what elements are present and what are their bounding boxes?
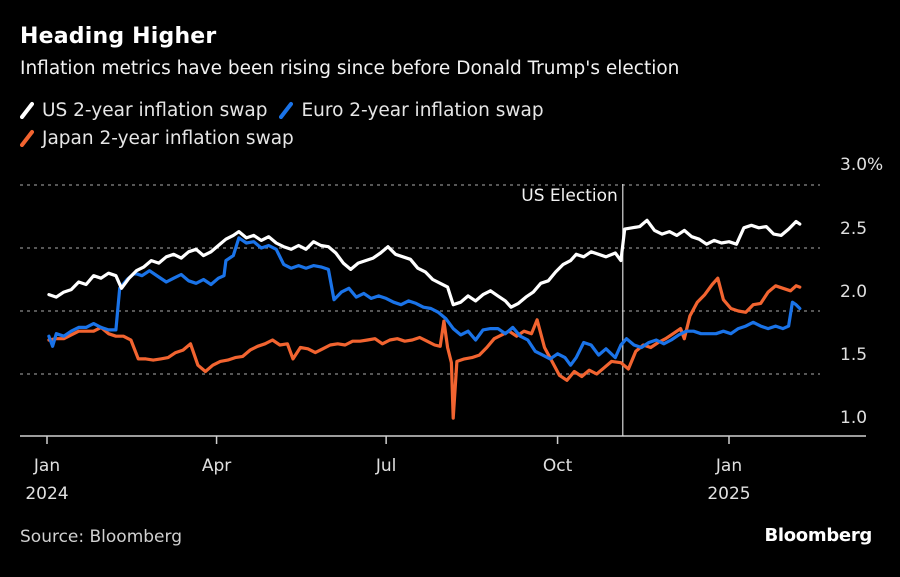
legend-label-us: US 2-year inflation swap	[42, 99, 268, 121]
gridlines	[20, 184, 820, 375]
legend-swatch-us-icon	[20, 102, 34, 119]
y-tick-label: 3.0%	[840, 155, 883, 175]
legend-swatch-japan-icon	[20, 130, 34, 147]
euro-series-line	[47, 236, 802, 367]
series-lines	[47, 218, 802, 420]
legend-label-euro: Euro 2-year inflation swap	[301, 99, 544, 121]
legend-label-japan: Japan 2-year inflation swap	[42, 127, 294, 149]
source-note: Source: Bloomberg	[20, 527, 182, 547]
legend-item-euro: Euro 2-year inflation swap	[279, 99, 544, 121]
chart-subtitle: Inflation metrics have been rising since…	[20, 58, 680, 79]
us-series-line	[47, 218, 802, 309]
legend: US 2-year inflation swap Euro 2-year inf…	[20, 96, 720, 152]
x-tick-label: Oct	[543, 456, 573, 476]
legend-swatch-euro-icon	[279, 102, 294, 119]
x-tick-label: Jan	[715, 456, 742, 476]
y-tick-label: 1.0	[840, 408, 867, 428]
annotations: US Election	[521, 184, 624, 436]
x-axis: Jan 2024 Apr Jul Oct Jan 2025	[20, 435, 866, 504]
chart-title: Heading Higher	[20, 24, 217, 49]
x-tick-year-label: 2024	[25, 484, 68, 504]
x-tick-label: Jul	[375, 456, 397, 476]
y-axis-labels: 1.0 1.5 2.0 2.5 3.0%	[840, 155, 883, 428]
election-marker-label: US Election	[521, 186, 617, 206]
legend-item-japan: Japan 2-year inflation swap	[20, 128, 294, 149]
x-tick-label: Jan	[33, 456, 60, 476]
y-tick-label: 2.5	[840, 219, 867, 239]
legend-item-us: US 2-year inflation swap	[20, 100, 267, 121]
bloomberg-logo: Bloomberg	[764, 525, 872, 546]
x-tick-year-label: 2025	[707, 484, 750, 504]
japan-series-line	[47, 276, 802, 420]
y-tick-label: 1.5	[840, 345, 867, 365]
y-tick-label: 2.0	[840, 282, 867, 302]
x-tick-label: Apr	[202, 456, 231, 476]
